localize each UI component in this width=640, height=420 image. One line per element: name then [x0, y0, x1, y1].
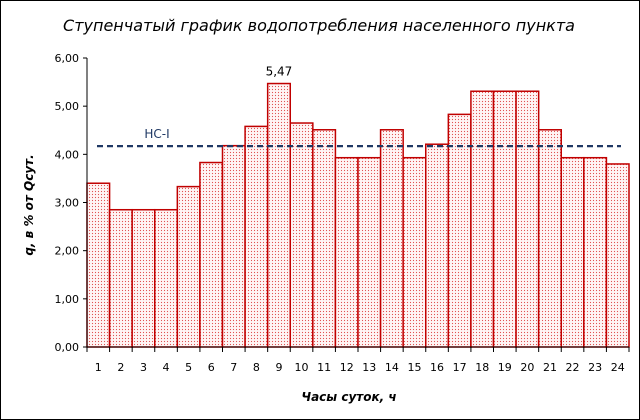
bar-hour-15: [402, 156, 427, 348]
x-tick-label: 14: [385, 361, 399, 374]
x-tick-label: 5: [185, 361, 192, 374]
y-tick-label: 0,00: [55, 341, 80, 354]
x-tick-label: 9: [275, 361, 282, 374]
x-tick-label: 18: [475, 361, 489, 374]
x-tick-label: 10: [295, 361, 309, 374]
bar-hour-23: [583, 156, 608, 348]
y-tick-label: 4,00: [55, 148, 80, 161]
x-tick-label: 11: [317, 361, 331, 374]
y-tick-label: 5,00: [55, 100, 80, 113]
bar-hour-24: [605, 163, 630, 348]
bar-hour-22: [560, 156, 585, 348]
data-label: 5,47: [266, 65, 293, 79]
bar-hour-1: [86, 182, 111, 348]
bar-hour-5: [176, 185, 201, 348]
bar-hour-17: [447, 113, 472, 348]
x-tick-label: 19: [498, 361, 512, 374]
x-tick-label: 12: [340, 361, 354, 374]
y-tick-label: 6,00: [55, 52, 80, 65]
x-tick-label: 16: [430, 361, 444, 374]
x-tick-label: 3: [140, 361, 147, 374]
x-tick-label: 20: [520, 361, 534, 374]
bar-hour-4: [154, 208, 179, 348]
x-tick-label: 2: [117, 361, 124, 374]
bar-hour-13: [357, 156, 382, 348]
bar-hour-16: [425, 143, 450, 348]
bar-hour-11: [312, 129, 337, 348]
plot-area: 0,001,002,003,004,005,006,001 2 3 4 5 6 7 8 9 10 1…: [55, 52, 630, 374]
x-tick-label: 17: [453, 361, 467, 374]
bar-hour-9: [266, 82, 291, 348]
bar-hour-18: [470, 90, 495, 348]
bar-hour-20: [515, 90, 540, 348]
chart-title: Ступенчатый график водопотребления насел…: [63, 16, 575, 35]
bar-hour-14: [379, 129, 404, 348]
bar-hour-12: [334, 156, 359, 348]
x-tick-label: 23: [588, 361, 602, 374]
y-tick-label: 1,00: [55, 293, 80, 306]
reference-line-label: НС-I: [144, 127, 169, 141]
bar-hour-10: [289, 122, 314, 348]
x-tick-label: 15: [407, 361, 421, 374]
y-tick-label: 2,00: [55, 245, 80, 258]
x-tick-label: 13: [362, 361, 376, 374]
bar-hour-6: [199, 161, 224, 348]
x-tick-label: 21: [543, 361, 557, 374]
bar-hour-3: [131, 208, 156, 348]
x-tick-label: 4: [163, 361, 170, 374]
bar-hour-2: [108, 208, 133, 348]
x-tick-label: 7: [230, 361, 237, 374]
bar-hour-7: [221, 144, 246, 348]
bar-hour-21: [537, 129, 563, 348]
bar-hour-19: [492, 90, 517, 348]
x-tick-label: 1: [95, 361, 102, 374]
x-axis-label: Часы суток, ч: [301, 390, 396, 404]
y-axis-label: q, в % от Qсут.: [22, 154, 36, 255]
x-tick-label: 6: [208, 361, 215, 374]
bar-hour-8: [244, 125, 269, 348]
y-tick-label: 3,00: [55, 197, 80, 210]
x-tick-label: 8: [253, 361, 260, 374]
x-tick-label: 22: [566, 361, 580, 374]
x-tick-label: 24: [611, 361, 625, 374]
